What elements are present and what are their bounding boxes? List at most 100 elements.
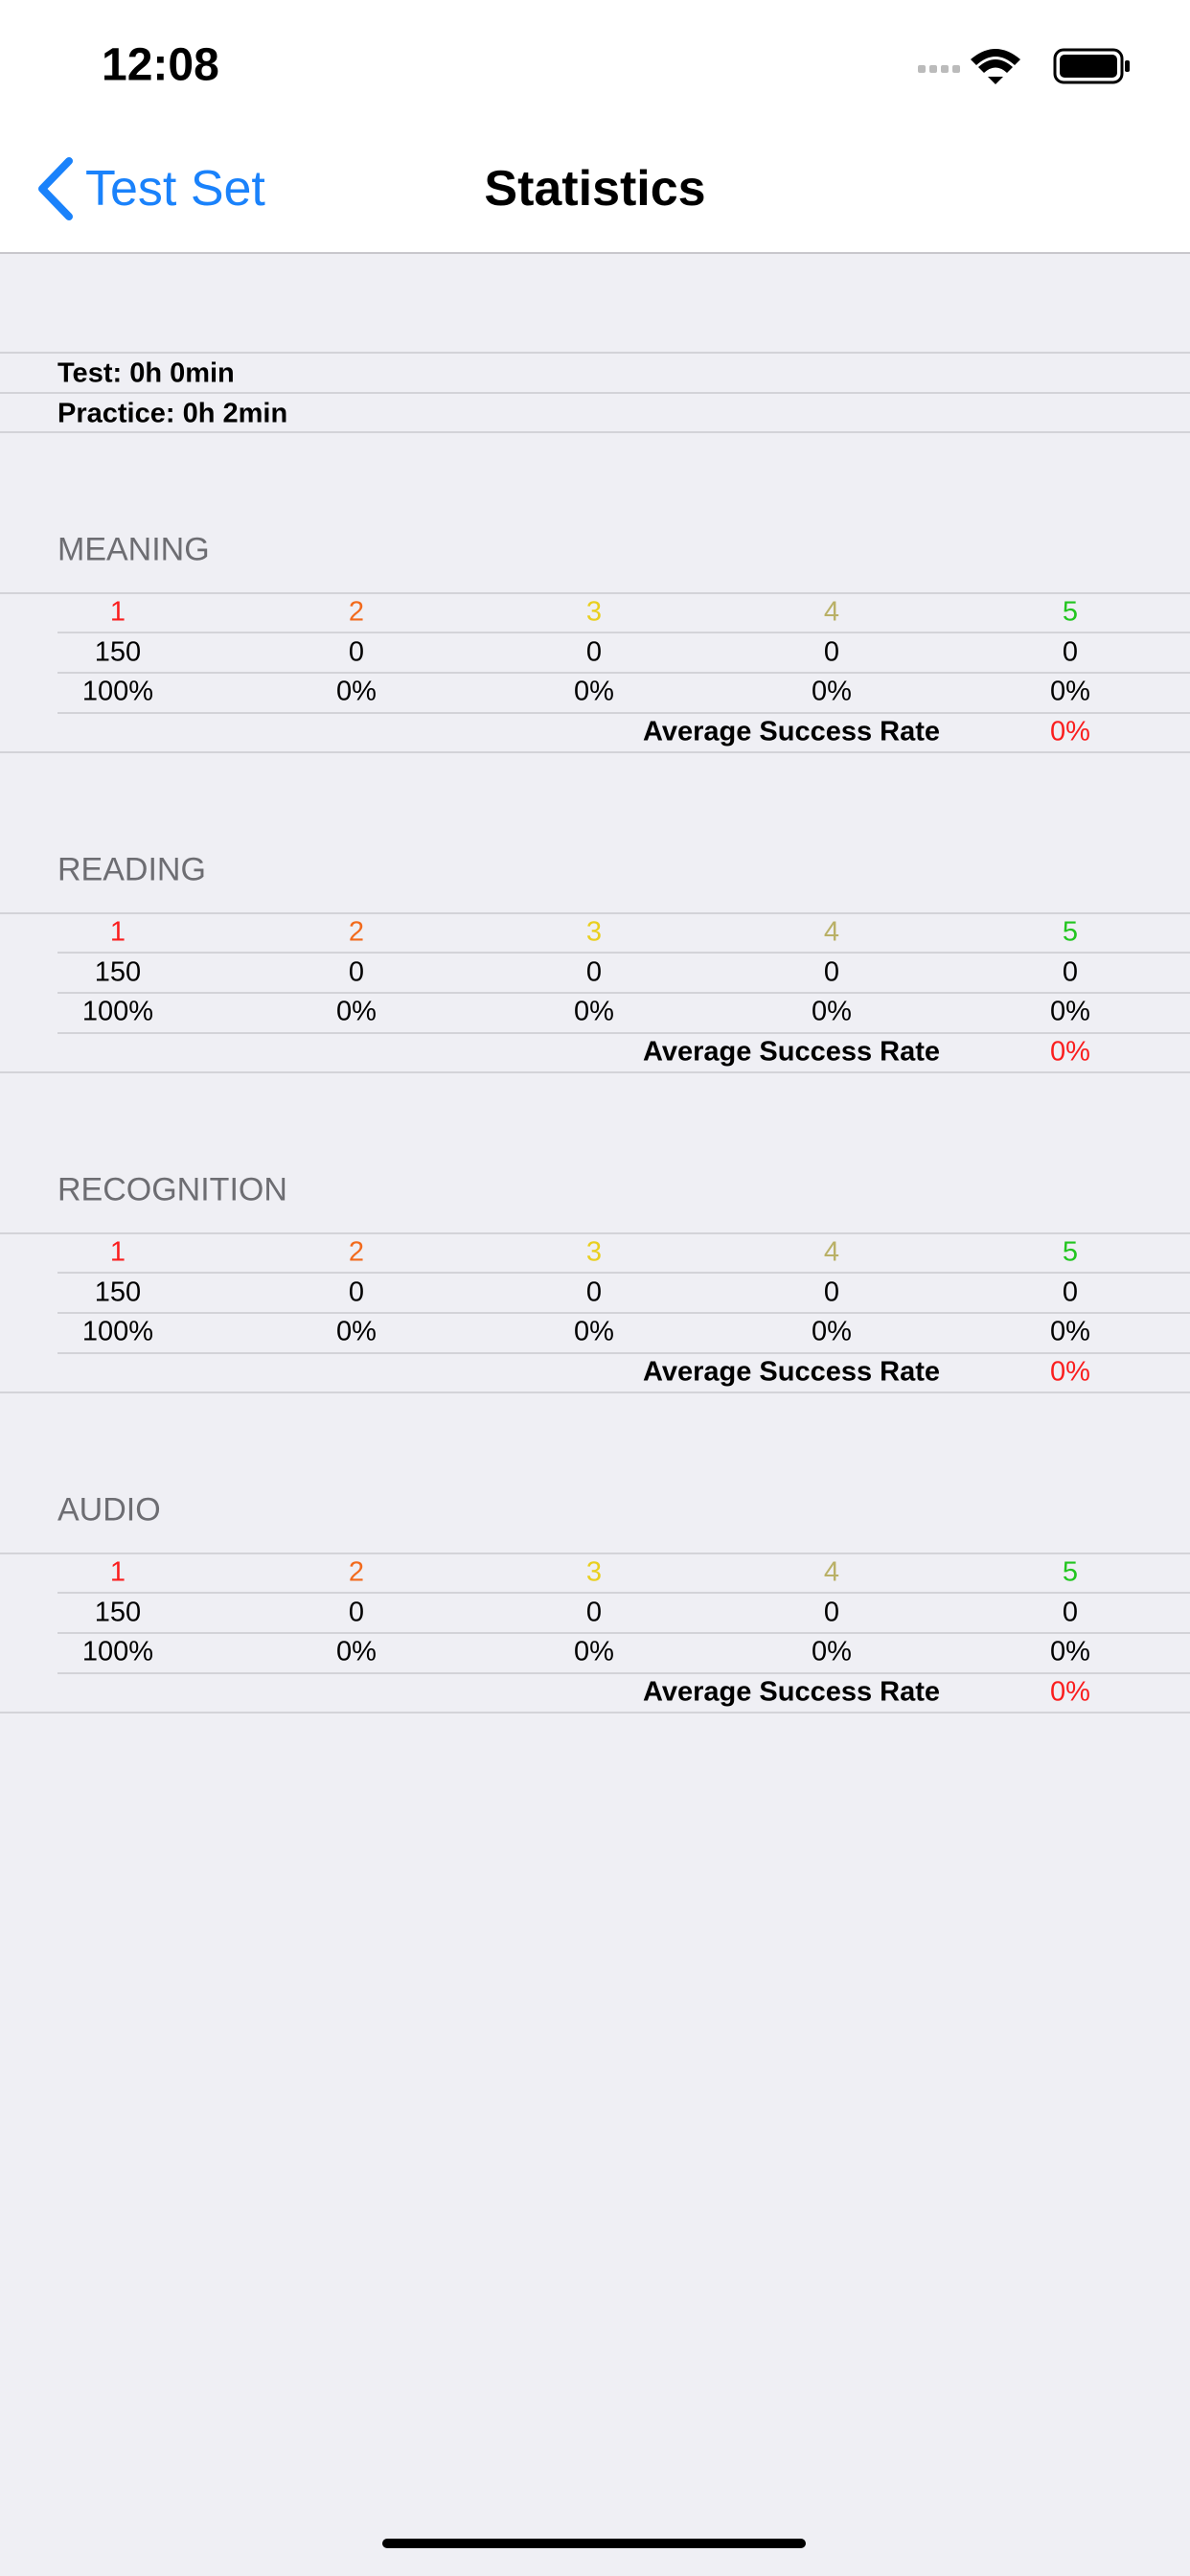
separator <box>57 1032 1190 1034</box>
rate: 100% <box>81 1316 154 1347</box>
time-row: Test: 0h 0min <box>57 357 235 389</box>
rate: 100% <box>81 676 154 707</box>
average-value: 0% <box>1050 716 1090 748</box>
count: 0 <box>823 636 840 668</box>
count: 150 <box>94 1276 142 1308</box>
section-title: RECOGNITION <box>57 1171 287 1208</box>
separator <box>0 1552 1190 1554</box>
home-indicator <box>382 2539 806 2548</box>
level-header: 1 <box>109 916 126 948</box>
separator <box>57 672 1190 674</box>
level-header: 5 <box>1062 1556 1079 1588</box>
average-label: Average Success Rate <box>642 1036 941 1068</box>
count: 0 <box>585 636 603 668</box>
level-header: 3 <box>585 596 603 628</box>
count: 150 <box>94 636 142 668</box>
rate: 0% <box>336 1636 377 1668</box>
separator <box>0 912 1190 914</box>
level-header: 5 <box>1062 596 1079 628</box>
count: 0 <box>1062 636 1079 668</box>
count: 0 <box>823 1597 840 1628</box>
count: 150 <box>94 1597 142 1628</box>
separator <box>57 992 1190 994</box>
count: 0 <box>348 636 365 668</box>
separator <box>57 1272 1190 1274</box>
separator <box>0 431 1190 433</box>
count: 150 <box>94 956 142 988</box>
separator <box>0 352 1190 354</box>
rate: 0% <box>1050 676 1090 707</box>
rate: 0% <box>1050 1636 1090 1668</box>
level-header: 2 <box>348 1236 365 1268</box>
separator <box>0 392 1190 394</box>
rate: 0% <box>574 1636 614 1668</box>
section-title: READING <box>57 851 206 888</box>
level-header: 4 <box>823 596 840 628</box>
level-header: 2 <box>348 1556 365 1588</box>
count: 0 <box>585 1597 603 1628</box>
level-header: 2 <box>348 596 365 628</box>
average-value: 0% <box>1050 1356 1090 1388</box>
count: 0 <box>348 1276 365 1308</box>
separator <box>57 1592 1190 1594</box>
separator <box>57 1672 1190 1674</box>
count: 0 <box>1062 1597 1079 1628</box>
level-header: 1 <box>109 1556 126 1588</box>
average-label: Average Success Rate <box>642 716 941 748</box>
separator <box>57 1352 1190 1354</box>
rate: 100% <box>81 996 154 1027</box>
rate: 0% <box>812 1316 852 1347</box>
rate: 0% <box>574 996 614 1027</box>
separator <box>0 592 1190 594</box>
back-chevron[interactable] <box>34 157 77 220</box>
level-header: 1 <box>109 596 126 628</box>
separator <box>57 632 1190 633</box>
header <box>0 0 1190 254</box>
count: 0 <box>348 956 365 988</box>
time-row: Practice: 0h 2min <box>57 398 288 429</box>
average-value: 0% <box>1050 1036 1090 1068</box>
level-header: 5 <box>1062 916 1079 948</box>
separator <box>57 1632 1190 1634</box>
section-title: AUDIO <box>57 1491 161 1529</box>
status-icons <box>918 48 1130 84</box>
count: 0 <box>585 1276 603 1308</box>
level-header: 4 <box>823 1556 840 1588</box>
level-header: 3 <box>585 916 603 948</box>
level-header: 2 <box>348 916 365 948</box>
count: 0 <box>1062 1276 1079 1308</box>
rate: 0% <box>1050 1316 1090 1347</box>
rate: 0% <box>812 1636 852 1668</box>
nav-title: Statistics <box>484 161 706 217</box>
count: 0 <box>823 956 840 988</box>
back-button[interactable]: Test Set <box>85 161 265 217</box>
average-value: 0% <box>1050 1676 1090 1708</box>
average-label: Average Success Rate <box>642 1356 941 1388</box>
rate: 100% <box>81 1636 154 1668</box>
average-label: Average Success Rate <box>642 1676 941 1708</box>
separator <box>0 1712 1190 1714</box>
rate: 0% <box>1050 996 1090 1027</box>
rate: 0% <box>812 996 852 1027</box>
rate: 0% <box>336 676 377 707</box>
separator <box>57 712 1190 714</box>
count: 0 <box>823 1276 840 1308</box>
separator <box>0 1232 1190 1234</box>
rate: 0% <box>812 676 852 707</box>
rate: 0% <box>336 1316 377 1347</box>
rate: 0% <box>574 1316 614 1347</box>
separator <box>0 751 1190 753</box>
section-title: MEANING <box>57 531 210 568</box>
separator <box>0 1392 1190 1393</box>
status-time: 12:08 <box>102 39 219 91</box>
separator <box>0 1071 1190 1073</box>
count: 0 <box>1062 956 1079 988</box>
level-header: 5 <box>1062 1236 1079 1268</box>
level-header: 4 <box>823 1236 840 1268</box>
separator <box>57 1312 1190 1314</box>
level-header: 3 <box>585 1556 603 1588</box>
separator <box>57 952 1190 954</box>
rate: 0% <box>574 676 614 707</box>
count: 0 <box>585 956 603 988</box>
